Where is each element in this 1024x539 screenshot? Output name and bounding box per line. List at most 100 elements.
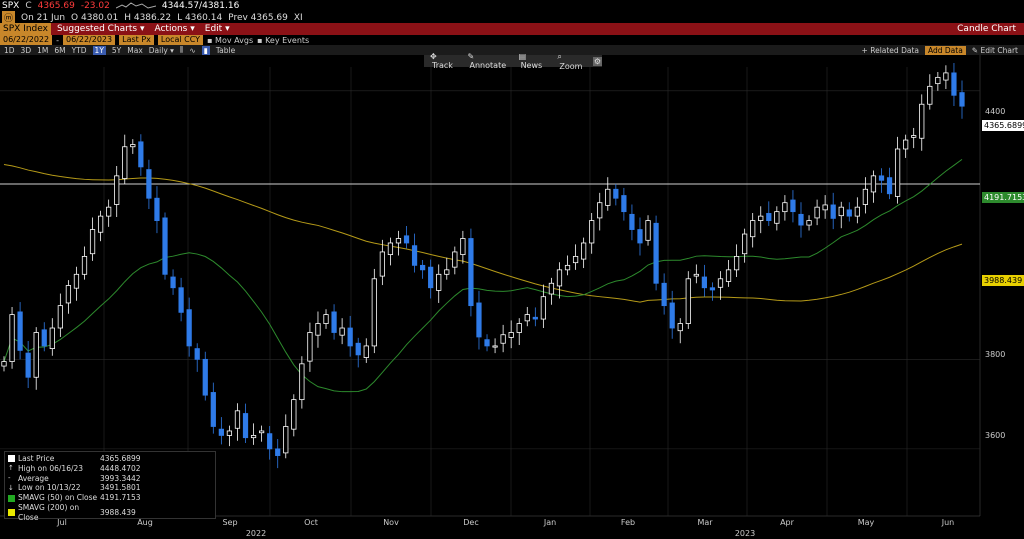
candle-body	[9, 314, 15, 362]
settings-icon[interactable]: ⚙	[592, 56, 603, 66]
news-button[interactable]: ▤ News	[518, 52, 543, 70]
period-ytd[interactable]: YTD	[71, 45, 87, 55]
table-button[interactable]: Table	[215, 45, 236, 55]
candle-body	[774, 211, 780, 224]
legend-value: 4191.7153	[100, 493, 141, 503]
candle-body	[500, 334, 506, 344]
candle-body	[935, 76, 941, 85]
candle-body	[742, 233, 748, 255]
period-3d[interactable]: 3D	[20, 45, 32, 55]
key-events-toggle[interactable]: ▪ Key Events	[257, 35, 310, 45]
candle-body	[540, 296, 546, 320]
period-1d[interactable]: 1D	[4, 45, 15, 55]
candle-body	[299, 363, 305, 401]
track-label: Track	[432, 61, 453, 70]
candle-body	[814, 206, 820, 219]
edit-chart-button[interactable]: ✎ Edit Chart	[971, 45, 1018, 55]
candle-body	[275, 448, 281, 456]
track-button[interactable]: ✥ Track	[430, 52, 453, 70]
candle-body	[1, 361, 7, 367]
x-month-dec: Dec	[463, 518, 479, 527]
low-marker-icon: ↓	[8, 483, 14, 492]
candle-body	[516, 323, 522, 333]
edit-label: Edit	[204, 24, 223, 34]
ohlc-line: ⓜ On 21 Jun O 4380.01 H 4386.22 L 4360.1…	[0, 11, 1024, 24]
candle-type-icon[interactable]: ⫼	[179, 45, 184, 54]
edit-menu[interactable]: Edit ▾	[204, 24, 230, 34]
candle-body	[363, 345, 369, 358]
local-ccy-field[interactable]: Local CCY	[157, 35, 204, 45]
candle-body	[323, 314, 329, 324]
candle-body	[637, 229, 643, 244]
candle-body	[210, 392, 216, 427]
candle-body	[452, 251, 458, 268]
candle-body	[283, 426, 289, 454]
x-month-may: May	[857, 518, 875, 527]
sma200-price-label: 3988.439	[982, 275, 1024, 286]
zoom-button[interactable]: ⌕ Zoom	[557, 51, 583, 71]
period-1m[interactable]: 1M	[37, 45, 49, 55]
candle-body	[106, 206, 112, 217]
period-1y[interactable]: 1Y	[92, 45, 106, 55]
actions-menu[interactable]: Actions ▾	[154, 24, 195, 34]
legend-row: Last Price 4365.6899	[8, 454, 212, 464]
candle-body	[387, 242, 394, 256]
candle-body	[878, 175, 885, 181]
candle-body	[17, 311, 23, 351]
last-px-field[interactable]: Last Px	[119, 35, 154, 45]
candle-body	[194, 348, 200, 360]
date-text: On 21 Jun	[21, 12, 66, 23]
candle-body	[202, 358, 208, 396]
period-6m[interactable]: 6M	[54, 45, 66, 55]
x-month-jul: Jul	[57, 518, 67, 527]
legend-name: Last Price	[18, 454, 55, 463]
candle-body	[97, 215, 104, 233]
candle-body	[701, 276, 708, 289]
annotate-button[interactable]: ✎ Annotate	[467, 52, 507, 70]
security-field[interactable]: SPX Index	[0, 23, 51, 35]
y-tick-3600: 3600	[985, 431, 1006, 440]
candle-body	[114, 175, 120, 205]
period-max[interactable]: Max	[127, 45, 143, 55]
suggested-charts-menu[interactable]: Suggested Charts ▾	[56, 24, 145, 34]
line-type-icon[interactable]: ∿	[189, 45, 196, 55]
add-data-input[interactable]: Add Data	[924, 45, 966, 55]
frequency-select[interactable]: Daily ▾	[148, 45, 174, 55]
legend-value: 3988.439	[100, 507, 136, 517]
mov-avgs-toggle[interactable]: ▪ Mov Avgs	[207, 35, 254, 45]
candle-body	[919, 103, 925, 139]
end-date-field[interactable]: 06/22/2023	[63, 35, 116, 45]
x-month-nov: Nov	[383, 518, 399, 527]
start-date-field[interactable]: 06/22/2022	[0, 35, 53, 45]
candle-body	[846, 209, 852, 217]
candle-body	[508, 332, 514, 338]
low-value: L 4360.14	[177, 12, 223, 23]
candle-body	[943, 72, 949, 81]
candle-body	[806, 220, 812, 226]
candle-body	[677, 323, 683, 332]
candle-body	[347, 327, 353, 347]
candle-body	[130, 144, 136, 148]
candle-body	[927, 85, 933, 105]
candle-body	[492, 345, 498, 348]
ticker-label[interactable]: SPX	[2, 1, 20, 11]
candle-body	[476, 302, 482, 338]
y-tick-4400: 4400	[985, 107, 1006, 116]
settings-bar: 06/22/2022 - 06/22/2023 Last Px Local CC…	[0, 35, 1024, 45]
candle-body	[420, 264, 426, 271]
legend-row: ↑ High on 06/16/23 4448.4702	[8, 464, 212, 474]
candle-body	[838, 206, 844, 217]
related-data-button[interactable]: + Related Data	[861, 45, 919, 55]
legend-name: SMAVG (200) on Close	[18, 502, 80, 522]
legend-row: SMAVG (200) on Close 3988.439	[8, 503, 212, 523]
period-5y[interactable]: 5Y	[111, 45, 122, 55]
candle-body	[484, 339, 490, 347]
candle-body	[33, 332, 39, 378]
candle-body	[822, 204, 828, 211]
legend-value: 3993.3442	[100, 473, 141, 483]
candle-body	[589, 220, 595, 244]
bar-type-icon[interactable]: ▮	[201, 45, 210, 55]
news-label: News	[520, 61, 543, 70]
candle-body	[621, 195, 627, 213]
